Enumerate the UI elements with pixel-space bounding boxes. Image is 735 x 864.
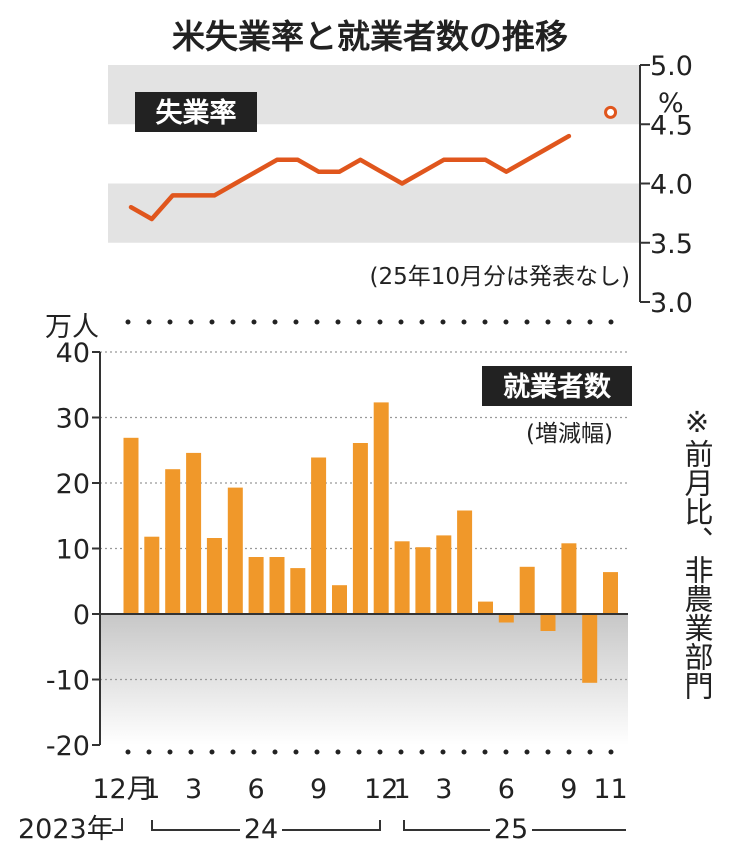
bar-2024-09 bbox=[311, 457, 327, 614]
bar-2025-09 bbox=[561, 543, 577, 614]
bar-2025-03 bbox=[436, 535, 452, 614]
bar-2025-07 bbox=[519, 566, 535, 614]
unemployment-tick-label: 4.0 bbox=[650, 170, 693, 201]
bar-2025-04 bbox=[457, 510, 473, 614]
x-tick-label: 9 bbox=[560, 774, 577, 805]
x-tick-label: 3 bbox=[185, 774, 202, 805]
bar-2024-10 bbox=[332, 585, 347, 614]
bar-2024-12 bbox=[373, 402, 389, 614]
employment-tag: 就業者数 bbox=[503, 372, 612, 403]
bar-2024-03 bbox=[186, 452, 202, 614]
unemployment-line bbox=[128, 133, 572, 222]
x-tick-label: 3 bbox=[435, 774, 452, 805]
bar-2024-04 bbox=[206, 538, 222, 614]
employment-tick-label: 30 bbox=[56, 404, 90, 435]
bar-2024-01 bbox=[144, 536, 160, 614]
bar-2025-10 bbox=[582, 614, 598, 683]
x-tick-label: 12 bbox=[364, 774, 398, 805]
unemployment-tick-label: 5.0 bbox=[650, 51, 693, 82]
employment-sublabel: (増減幅) bbox=[526, 421, 613, 447]
x-tick-label: 12月 bbox=[92, 774, 153, 805]
unemployment-tick-label: 3.5 bbox=[650, 229, 693, 260]
x-tick-label: 11 bbox=[593, 774, 627, 805]
unemployment-tag-bg bbox=[135, 92, 257, 132]
unemployment-tick-label: 3.0 bbox=[650, 288, 693, 319]
bar-2023-12 bbox=[123, 437, 139, 614]
employment-tick-label: -10 bbox=[46, 666, 90, 697]
employment-tag-bg bbox=[482, 366, 632, 406]
bar-2024-08 bbox=[290, 568, 306, 614]
bar-2025-05 bbox=[478, 601, 493, 614]
chart-title: 米失業率と就業者数の推移 bbox=[172, 17, 568, 56]
year-bracket-24 bbox=[151, 820, 381, 831]
unemployment-tag: 失業率 bbox=[156, 97, 237, 129]
unemployment-unit: % bbox=[658, 88, 684, 119]
employment-tick-label: 10 bbox=[56, 535, 90, 566]
bar-2025-08 bbox=[540, 614, 556, 631]
bar-2024-02 bbox=[165, 469, 181, 614]
bar-2024-11 bbox=[352, 443, 368, 614]
unemployment-tick-label: 4.5 bbox=[650, 110, 693, 141]
band-3.5-4.0 bbox=[108, 183, 640, 243]
employment-tick-label: 40 bbox=[56, 338, 90, 369]
bar-2024-06 bbox=[248, 557, 264, 614]
side-note: ※前月比、非農業部門 bbox=[680, 405, 714, 700]
year-bracket-25 bbox=[403, 820, 626, 831]
year-label: 24 bbox=[244, 814, 278, 845]
x-tick-label: 1 bbox=[143, 774, 160, 805]
year-bracket-2023 bbox=[112, 818, 123, 831]
employment-unit: 万人 bbox=[45, 312, 99, 343]
negative-area bbox=[100, 614, 628, 745]
year-label: 2023年 bbox=[18, 814, 114, 845]
bar-2025-02 bbox=[415, 547, 431, 614]
bar-2025-06 bbox=[498, 614, 514, 623]
bar-2024-05 bbox=[227, 487, 243, 614]
x-tick-label: 6 bbox=[248, 774, 265, 805]
employment-tick-label: -20 bbox=[46, 731, 90, 762]
employment-tick-label: 0 bbox=[73, 600, 90, 631]
bar-2025-01 bbox=[394, 541, 410, 614]
x-tick-label: 6 bbox=[498, 774, 515, 805]
x-tick-label: 9 bbox=[310, 774, 327, 805]
unemployment-point-2025-11 bbox=[604, 105, 618, 119]
bar-2024-07 bbox=[269, 557, 285, 614]
unemployment-note: (25年10月分は発表なし) bbox=[370, 264, 630, 290]
employment-tick-label: 20 bbox=[56, 469, 90, 500]
bar-2025-11 bbox=[603, 572, 618, 614]
x-tick-label: 1 bbox=[394, 774, 411, 805]
year-label: 25 bbox=[494, 814, 528, 845]
unemployment-panel: 5.0 4.5 4.0 3.5 3.0% 失業率 (25年10月分は発表なし) bbox=[108, 51, 693, 319]
